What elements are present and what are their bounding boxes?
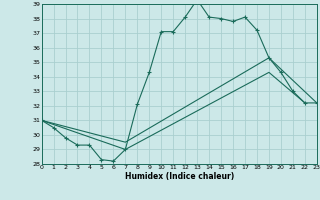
X-axis label: Humidex (Indice chaleur): Humidex (Indice chaleur) [124,172,234,181]
